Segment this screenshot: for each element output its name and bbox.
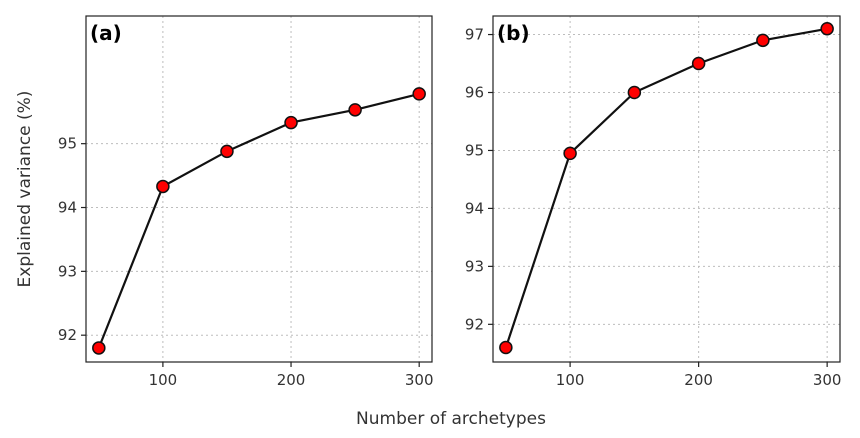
panel-a-data-point <box>348 103 362 117</box>
panel-a-data-point <box>284 115 298 130</box>
panel-a-y-axis-label: Explained variance (%) <box>15 91 35 288</box>
panel-b-tag: (b) <box>497 21 530 45</box>
panel-b-y-tick-label: 95 <box>465 141 484 159</box>
panel-a-data-point <box>412 87 426 101</box>
panel-a-y-tick-label: 92 <box>58 326 77 344</box>
panel-a-tag: (a) <box>90 21 122 45</box>
panel-b: 100 200 300 92 93 94 95 96 97 (b) <box>465 15 842 389</box>
panel-a-y-tick-label: 93 <box>58 262 77 280</box>
panel-b-data-point <box>499 340 513 355</box>
panel-b-x-tick-label: 300 <box>813 371 842 389</box>
panel-a: 100 200 300 92 93 94 95 Explained variance (%) (… <box>15 15 434 389</box>
panel-b-x-tick-label: 200 <box>684 371 713 389</box>
panel-b-y-tick-label: 94 <box>465 199 484 217</box>
panel-a-data-point <box>156 179 170 194</box>
shared-x-axis-label: Number of archetypes <box>356 409 546 429</box>
panel-b-data-point <box>756 33 770 48</box>
panel-a-y-tick-label: 94 <box>58 199 77 217</box>
panel-a-series-line <box>97 92 420 349</box>
panel-b-data-point <box>691 56 706 71</box>
panel-a-plot-frame <box>85 15 433 363</box>
panel-a-data-point <box>220 144 234 159</box>
panel-a-x-tick-label: 300 <box>405 371 434 389</box>
panel-b-data-point <box>563 146 577 161</box>
panel-b-y-tick-label: 93 <box>465 257 484 275</box>
panel-a-x-tick-label: 200 <box>277 371 306 389</box>
panel-b-y-tick-label: 97 <box>465 26 484 44</box>
panel-b-y-tick-label: 92 <box>465 315 484 333</box>
panel-a-x-tick-label: 100 <box>149 371 178 389</box>
panel-b-y-tick-label: 96 <box>465 84 484 102</box>
panel-b-x-tick-label: 100 <box>556 371 585 389</box>
panel-a-data-point <box>92 341 106 355</box>
panel-a-y-tick-label: 95 <box>58 135 77 153</box>
panel-b-data-point <box>820 22 834 36</box>
panel-b-data-point <box>627 85 642 100</box>
panel-b-plot-frame <box>492 15 841 363</box>
panel-b-series-line <box>504 27 828 348</box>
